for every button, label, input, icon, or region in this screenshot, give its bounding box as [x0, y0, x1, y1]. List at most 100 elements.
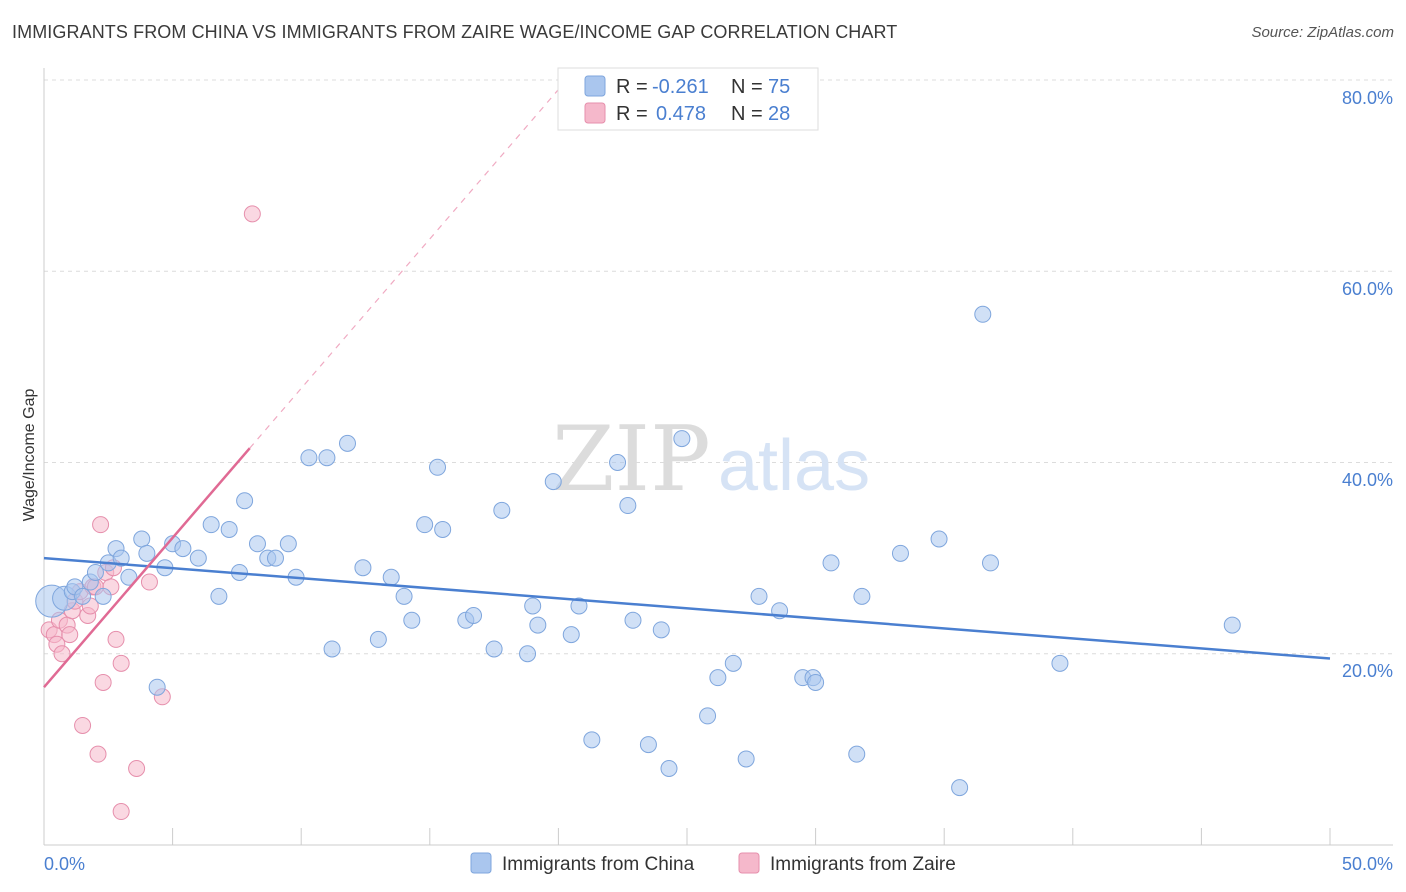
y-tick-label-60: 60.0% — [1342, 279, 1393, 299]
china-point — [724, 654, 742, 672]
zaire-series-swatch — [738, 852, 760, 874]
watermark-zip: ZIP — [552, 407, 711, 512]
china-series-swatch — [470, 852, 492, 874]
china-n-label: N = — [731, 76, 763, 98]
axes — [43, 68, 1393, 846]
x-tick-label-min: 0.0% — [44, 854, 85, 874]
china-point — [1051, 654, 1069, 672]
china-point — [891, 544, 909, 562]
y-tick-label-80: 80.0% — [1342, 88, 1393, 108]
y-axis-label: Wage/Income Gap — [21, 389, 38, 522]
china-point — [709, 669, 727, 687]
china-point — [236, 492, 254, 510]
china-point — [974, 305, 992, 323]
china-point — [465, 607, 483, 624]
china-point — [519, 645, 537, 663]
china-point — [930, 530, 948, 548]
china-point — [189, 549, 207, 567]
zaire-point — [112, 654, 130, 672]
china-r-label: R = — [616, 76, 648, 98]
china-point — [369, 630, 387, 648]
china-point — [493, 501, 511, 519]
china-point — [133, 530, 151, 548]
zaire-r-value: 0.478 — [656, 103, 706, 125]
zaire-trend-extension — [249, 89, 559, 449]
china-point — [174, 540, 192, 558]
zaire-point — [107, 630, 125, 648]
china-point — [807, 673, 825, 691]
china-point — [822, 554, 840, 572]
zaire-series-label: Immigrants from Zaire — [770, 854, 956, 875]
china-point — [403, 611, 421, 629]
china-point — [624, 611, 642, 629]
zaire-legend-swatch — [584, 102, 606, 124]
china-point — [86, 563, 104, 581]
china-point — [248, 535, 266, 553]
zaire-point — [61, 626, 79, 644]
china-point — [148, 678, 166, 696]
china-point — [673, 430, 691, 448]
china-point — [338, 434, 356, 452]
china-point — [382, 568, 400, 586]
china-point — [279, 535, 297, 553]
china-point — [652, 621, 670, 639]
trend-lines — [43, 89, 1331, 689]
china-points — [35, 305, 1241, 797]
zaire-point — [128, 760, 146, 777]
china-series-label: Immigrants from China — [502, 854, 695, 875]
china-point — [699, 707, 717, 725]
china-point — [524, 597, 542, 615]
china-point — [562, 626, 580, 644]
china-point — [639, 736, 657, 754]
china-legend-swatch — [584, 75, 606, 97]
china-point — [94, 587, 112, 605]
china-point — [434, 520, 452, 538]
china-n-value: 75 — [768, 76, 790, 98]
y-tick-label-20: 20.0% — [1342, 661, 1393, 681]
china-trend-line — [43, 556, 1331, 660]
china-point — [202, 516, 220, 534]
china-point — [318, 449, 336, 467]
china-point — [220, 520, 238, 538]
china-point — [951, 779, 969, 797]
zaire-point — [53, 645, 71, 663]
china-point — [1223, 616, 1241, 634]
china-point — [266, 549, 284, 567]
china-point — [429, 458, 447, 476]
china-point — [570, 597, 588, 615]
china-point — [529, 616, 547, 634]
china-point — [737, 750, 755, 768]
source-note: Source: ZipAtlas.com — [1251, 24, 1394, 41]
zaire-point — [112, 803, 130, 821]
zaire-n-label: N = — [731, 103, 763, 125]
china-point — [210, 587, 228, 605]
zaire-r-label: R = — [616, 103, 648, 125]
zaire-trend-line — [43, 447, 251, 689]
china-point — [848, 745, 866, 763]
china-point — [416, 516, 434, 534]
axis-ticks — [43, 828, 1331, 845]
zaire-point — [140, 573, 158, 591]
watermark: ZIP atlas — [552, 407, 870, 512]
stats-legend: R = -0.261 N = 75 R = 0.478 N = 28 — [557, 67, 819, 131]
china-point — [981, 554, 999, 572]
china-point — [395, 587, 413, 605]
china-point — [120, 568, 138, 586]
zaire-point — [94, 673, 112, 691]
chart-title: IMMIGRANTS FROM CHINA VS IMMIGRANTS FROM… — [12, 22, 898, 42]
zaire-point — [89, 745, 107, 763]
y-tick-label-40: 40.0% — [1342, 470, 1393, 490]
china-point — [74, 587, 92, 605]
zaire-point — [92, 516, 110, 534]
china-point — [750, 587, 768, 605]
china-r-value: -0.261 — [652, 76, 709, 98]
zaire-point — [243, 205, 261, 223]
china-point — [354, 559, 372, 577]
china-point — [485, 640, 503, 658]
china-point — [853, 587, 871, 605]
watermark-atlas: atlas — [718, 426, 870, 506]
china-point — [544, 473, 562, 491]
series-legend: Immigrants from China Immigrants from Za… — [470, 852, 956, 875]
china-point — [112, 549, 130, 567]
